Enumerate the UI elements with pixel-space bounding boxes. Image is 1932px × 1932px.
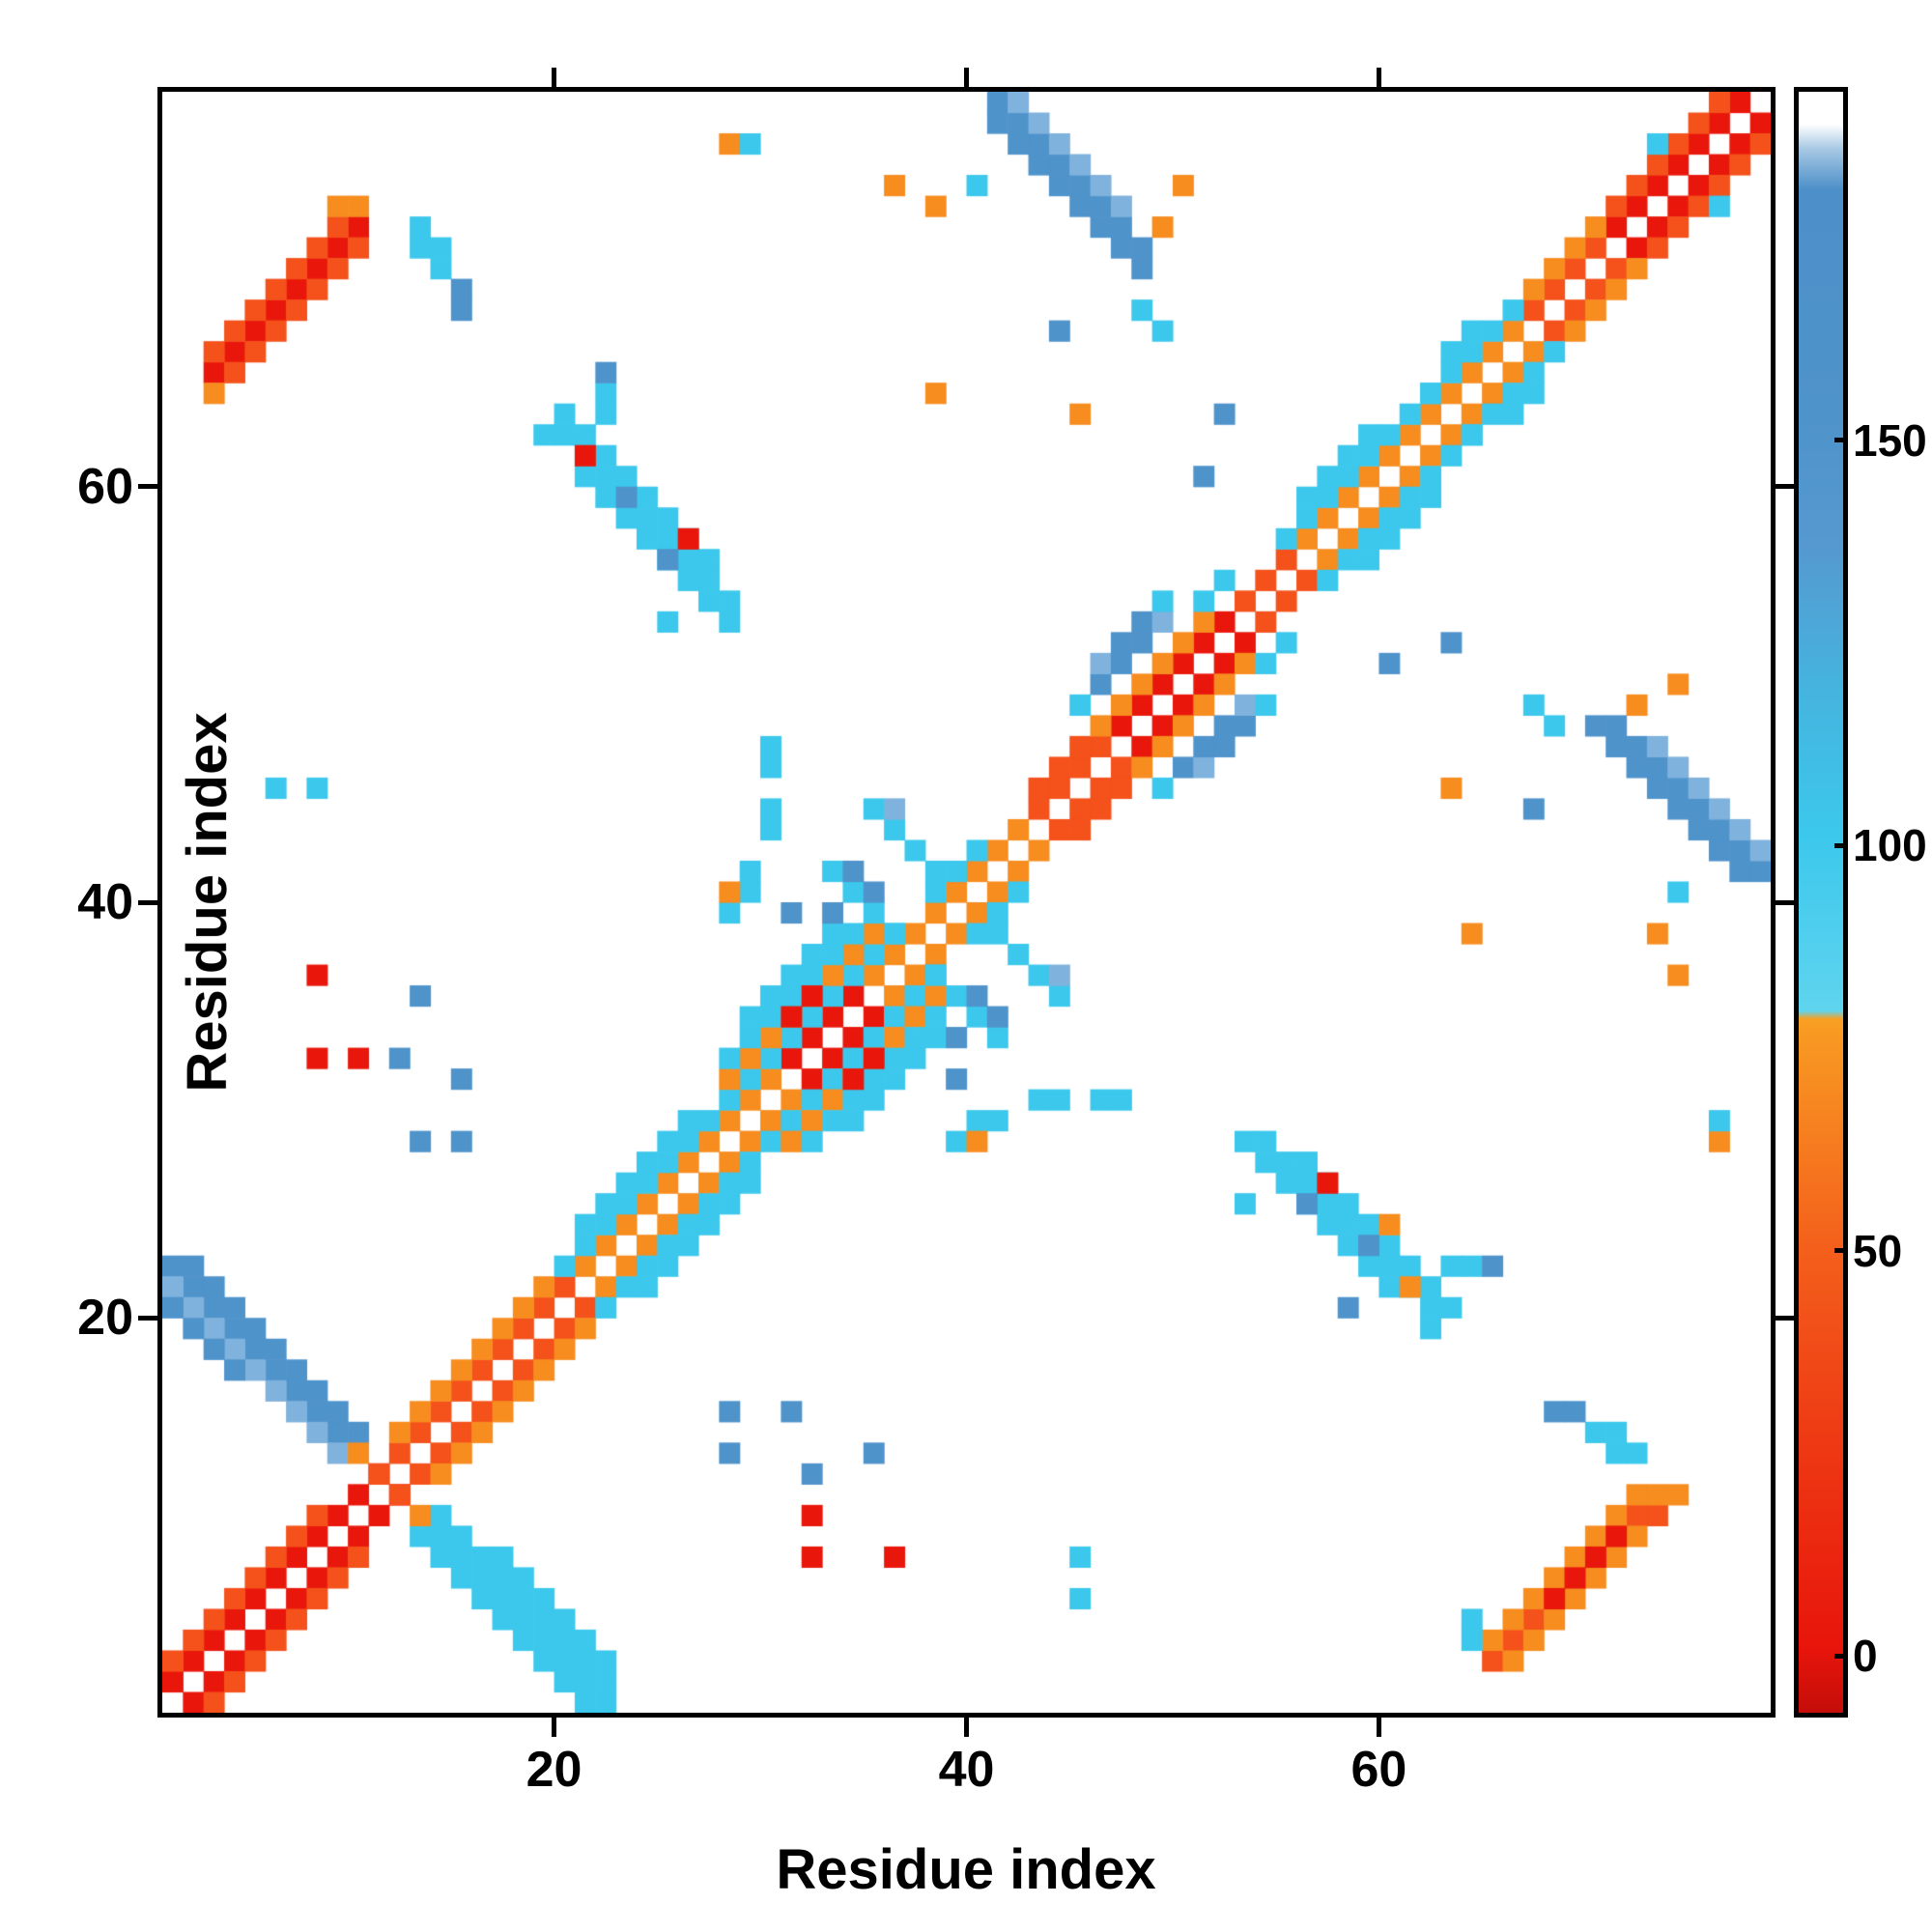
x-axis-title: Residue index <box>776 1838 1156 1901</box>
x-tick-mark-top <box>964 68 969 87</box>
y-tick-label: 40 <box>77 874 133 930</box>
colorbar-gradient <box>1799 92 1843 1713</box>
contact-map-canvas <box>162 92 1771 1713</box>
y-tick-mark <box>138 899 157 905</box>
x-tick-label: 60 <box>1350 1742 1407 1798</box>
colorbar <box>1794 87 1848 1718</box>
x-tick-mark <box>552 1718 557 1737</box>
colorbar-tick-mark <box>1834 438 1848 443</box>
colorbar-tick-mark <box>1834 1653 1848 1659</box>
y-tick-label: 60 <box>77 458 133 515</box>
x-tick-mark-top <box>552 68 557 87</box>
colorbar-tick-label: 50 <box>1853 1225 1903 1276</box>
y-tick-mark <box>138 1315 157 1321</box>
x-tick-label: 40 <box>938 1742 995 1798</box>
colorbar-tick-mark <box>1834 842 1848 848</box>
x-tick-mark <box>1376 1718 1381 1737</box>
colorbar-tick-label: 100 <box>1853 820 1927 871</box>
y-tick-mark-right <box>1776 1315 1795 1321</box>
y-axis-title: Residue index <box>176 712 240 1093</box>
y-tick-mark <box>138 484 157 490</box>
x-tick-mark-top <box>1376 68 1381 87</box>
y-tick-mark-right <box>1776 899 1795 905</box>
y-tick-mark-right <box>1776 484 1795 490</box>
colorbar-tick-mark <box>1834 1248 1848 1254</box>
colorbar-tick-label: 150 <box>1853 414 1927 466</box>
colorbar-tick-label: 0 <box>1853 1631 1878 1682</box>
y-tick-label: 20 <box>77 1290 133 1347</box>
x-tick-mark <box>964 1718 969 1737</box>
x-tick-label: 20 <box>526 1742 582 1798</box>
